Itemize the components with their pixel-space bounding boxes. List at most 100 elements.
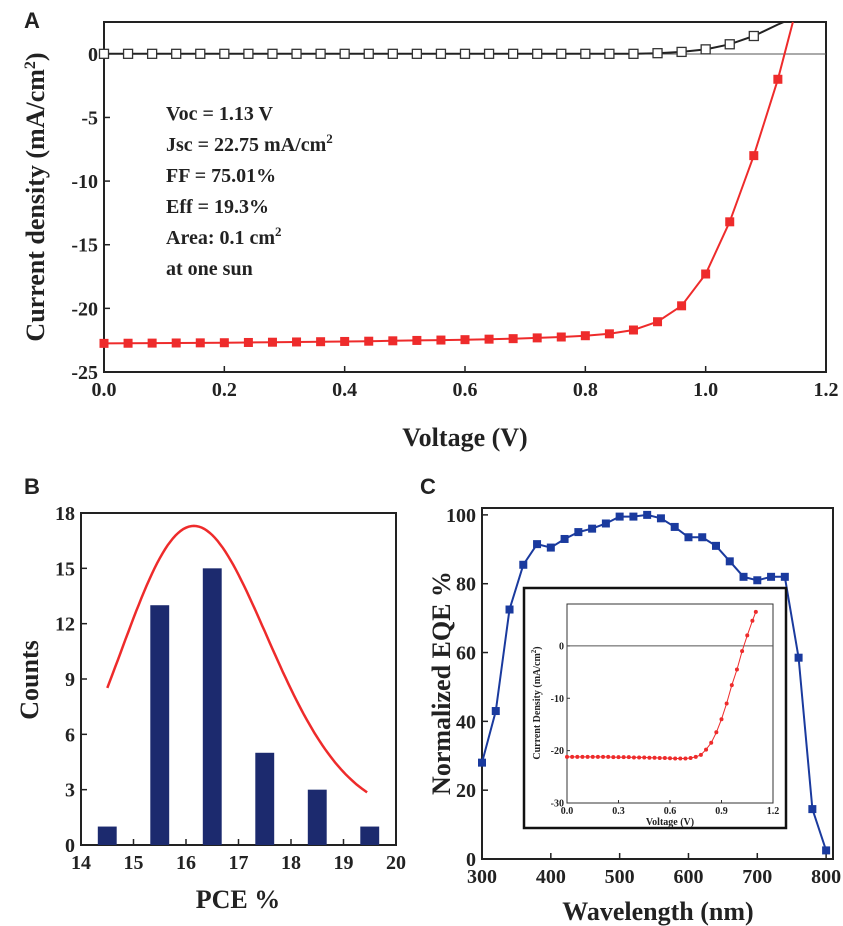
chart-a-series-1-point xyxy=(532,48,543,59)
chart-a-annotation-text: FF = 75.01% xyxy=(166,165,276,187)
chart-a-series-1-point xyxy=(339,48,350,59)
chart-c-xtick-label: 300 xyxy=(467,866,497,888)
chart-a-series-0-point xyxy=(436,335,446,345)
inset-outer-frame xyxy=(522,586,788,830)
chart-b-xlabel: PCE % xyxy=(196,885,281,914)
chart-a-annotation: Eff = 19.3% xyxy=(166,196,269,218)
chart-a-series-1-point xyxy=(507,48,519,59)
chart-c-ytick-label: 40 xyxy=(456,711,476,733)
chart-c-series-point xyxy=(684,533,693,542)
inset-series-point xyxy=(714,730,719,735)
inset-series-point xyxy=(704,747,709,752)
chart-a-xtick-label: 0.0 xyxy=(92,379,117,401)
chart-a-series-1-point xyxy=(146,48,158,59)
chart-a-xtick-label: 1.2 xyxy=(814,379,839,401)
chart-c-xtick-label: 500 xyxy=(605,866,635,888)
chart-a-series-0-point xyxy=(460,335,470,345)
chart-c-ytick-label: 20 xyxy=(456,780,476,802)
panel-label-a: A xyxy=(24,8,40,33)
inset-ytick-label: -20 xyxy=(551,746,564,757)
chart-a-series-0-point xyxy=(340,336,350,346)
inset-ytick-label: 0 xyxy=(559,641,564,652)
chart-c-series-point xyxy=(698,533,707,542)
chart-a-series-1-point xyxy=(652,48,663,59)
chart-a-series-0-point xyxy=(725,217,735,227)
chart-a-xlabel: Voltage (V) xyxy=(402,423,527,452)
chart-a-series-0-point xyxy=(580,331,590,341)
chart-b-ytick-label: 9 xyxy=(65,669,75,691)
chart-c-ytick-label: 60 xyxy=(456,643,476,665)
inset-series-point xyxy=(611,755,616,760)
chart-a-annotation-text: Eff = 19.3% xyxy=(166,196,269,218)
chart-c-series-point xyxy=(656,514,665,523)
chart-b-ytick-label: 3 xyxy=(65,780,75,802)
chart-a-series-0-point xyxy=(532,333,542,343)
inset-series-point xyxy=(745,633,750,638)
chart-a-series-0-point xyxy=(147,338,157,348)
inset-series-point xyxy=(595,754,600,759)
chart-a-series-0-point xyxy=(171,338,181,348)
chart-b-bar xyxy=(360,826,380,845)
chart-a-series-0-point xyxy=(292,337,302,347)
inset-xtick-label: 0.6 xyxy=(664,806,677,817)
chart-c-series-point xyxy=(491,707,500,716)
chart-b-bar xyxy=(97,826,117,845)
chart-a-annotation: FF = 75.01% xyxy=(166,165,276,187)
chart-c-series-point xyxy=(601,519,610,528)
inset-series-point xyxy=(631,755,636,760)
chart-b-ylabel: Counts xyxy=(15,640,44,719)
chart-a-series-0-point xyxy=(677,301,687,311)
inset-series-point xyxy=(601,754,606,759)
chart-a-annotation: Area: 0.1 cm2 xyxy=(166,224,282,249)
chart-c-xtick-label: 600 xyxy=(673,866,703,888)
chart-a-ylabel-close: ) xyxy=(21,52,50,61)
inset-ytick-label: -10 xyxy=(551,694,564,705)
chart-c-series-point xyxy=(643,510,652,519)
chart-c-xtick-label: 700 xyxy=(742,866,772,888)
chart-b-ytick-label: 12 xyxy=(55,614,75,636)
chart-c-series-point xyxy=(822,846,831,855)
chart-b-xtick-label: 19 xyxy=(334,852,354,874)
chart-c-series-point xyxy=(794,653,803,662)
inset-series-point xyxy=(580,754,585,759)
inset-xtick-label: 0.0 xyxy=(561,806,574,817)
chart-c-series-point xyxy=(546,543,555,552)
inset-series-point xyxy=(647,755,652,760)
chart-a-annotation-text: at one sun xyxy=(166,258,253,280)
chart-c-series-point xyxy=(712,541,720,550)
chart-a-series-1-point xyxy=(556,48,567,59)
inset-series-point xyxy=(585,754,590,759)
inset-series-point xyxy=(590,754,595,759)
inset-series-point xyxy=(678,756,683,761)
inset-ytick-label: -30 xyxy=(551,799,564,810)
inset-xlabel: Voltage (V) xyxy=(646,817,694,828)
chart-a-series-1-point xyxy=(267,48,278,59)
chart-c-xlabel: Wavelength (nm) xyxy=(562,897,753,926)
chart-a-xtick-label: 0.2 xyxy=(212,379,237,401)
chart-c-series-point xyxy=(505,605,514,614)
chart-a-ytick-label: -25 xyxy=(71,362,98,384)
chart-a-series-0-point xyxy=(316,337,326,347)
chart-a-series-0-point xyxy=(99,338,109,348)
inset-series-point xyxy=(626,755,631,760)
inset-xtick-label: 0.9 xyxy=(715,806,728,817)
chart-a-series-1-point xyxy=(724,39,735,50)
chart-c-frame xyxy=(481,507,834,860)
chart-a-series-0-point xyxy=(364,336,374,346)
chart-b-xtick-label: 17 xyxy=(229,852,249,874)
chart-a-series-1-point xyxy=(195,48,206,59)
chart-a-ytick-label: -20 xyxy=(71,298,98,320)
chart-c-inset: 0.0 0.3 0.6 0.9 1.2 0 -10 -20 -30 Voltage (V) Cu… xyxy=(522,586,788,830)
chart-a-series-0-point xyxy=(508,334,518,344)
inset-series-point xyxy=(724,701,729,706)
chart-c-series-point xyxy=(739,572,748,581)
chart-a-series-0-point xyxy=(123,338,133,348)
inset-series-point xyxy=(570,754,575,759)
inset-xtick-label: 1.2 xyxy=(767,806,780,817)
inset-series-point xyxy=(750,618,755,623)
chart-b-frame xyxy=(80,512,397,846)
chart-a-series-0-point xyxy=(701,269,711,279)
chart-c-ylabel: Normalized EQE % xyxy=(427,571,456,795)
chart-a-xtick-label: 1.0 xyxy=(693,379,718,401)
